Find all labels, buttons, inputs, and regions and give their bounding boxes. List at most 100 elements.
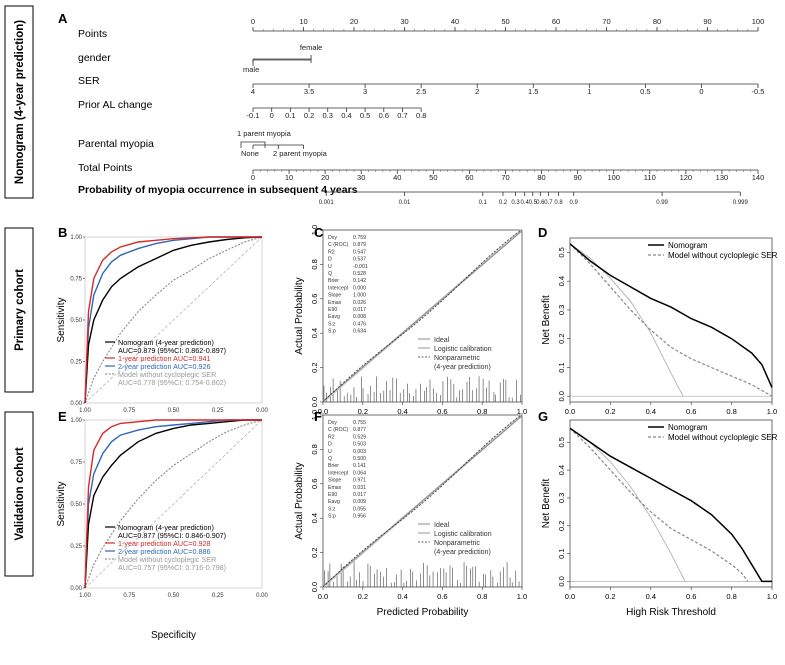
nomogram-tick-label: 0.001: [319, 200, 335, 206]
nomogram-tick-label: 80: [653, 17, 661, 26]
roc-series-line: [84, 236, 262, 404]
nomogram-label-al: Prior AL change: [78, 99, 152, 111]
nomogram-label-ser: SER: [78, 75, 100, 87]
calibration-y-tick-label: 1.0: [310, 225, 319, 235]
calibration-stat-value: 0.476: [353, 321, 366, 327]
roc-y-axis-label: Sensitivity: [56, 481, 67, 526]
calibration-nonparametric-line: [322, 229, 523, 403]
side-label-nomogram-text: Nomogram (4-year prediction): [14, 20, 26, 184]
nomogram-tick-label: 100: [607, 173, 620, 182]
calibration-y-tick-label: 0.0: [310, 397, 319, 407]
calibration-stat-name: U: [328, 264, 332, 270]
calibration-stat-value: 0.142: [353, 278, 366, 284]
calibration-legend-label: Nonparametric: [434, 355, 480, 362]
nomogram-label-gender: gender: [78, 52, 111, 64]
roc-legend-label: Model without cycloplegic SER: [118, 555, 216, 564]
calibration-stat-name: R2: [328, 249, 335, 255]
calibration-y-axis-label: Actual Probability: [294, 462, 305, 539]
panel-letter-f: F: [314, 409, 322, 424]
nomogram-tick-label: 0: [251, 173, 255, 182]
nomogram-tick-label: 0.8: [416, 111, 426, 120]
roc-x-tick-label: 0.00: [256, 593, 268, 599]
dca-legend-label: Nomogram: [668, 423, 708, 432]
dca-plot-area: [569, 237, 773, 403]
roc-x-tick-label: 0.25: [212, 408, 224, 414]
calibration-y-tick-label: 0.2: [310, 362, 319, 372]
nomogram-tick-label: 30: [357, 173, 365, 182]
calibration-y-tick-label: 1.0: [310, 410, 319, 420]
roc-x-tick-label: 0.50: [168, 593, 180, 599]
nomogram-tick-label: 50: [501, 17, 509, 26]
dca-series-line: [569, 427, 686, 582]
dca-x-tick-label: 0.2: [605, 592, 615, 601]
nomogram-gender-bracket: [252, 55, 312, 66]
dca-legend-label: Model without cycloplegic SER: [668, 433, 778, 442]
nomogram-tick-label: 70: [602, 17, 610, 26]
nomogram-tick-label: 10: [299, 17, 307, 26]
dca-legend-label: Nomogram: [668, 241, 708, 250]
nomogram-tick-label: 60: [465, 173, 473, 182]
calibration-stat-value: 0.008: [353, 314, 366, 320]
side-label-validation-text: Validation cohort: [14, 447, 26, 540]
nomogram-tick-label: 90: [573, 173, 581, 182]
nomogram-tick-label: 0.7: [544, 200, 553, 206]
nomogram-tick-label: 1: [587, 87, 591, 96]
nomogram-tick-label: 0.2: [304, 111, 314, 120]
nomogram-label-prob: Probability of myopia occurrence in subs…: [78, 184, 358, 196]
nomogram-tick-label: 50: [429, 173, 437, 182]
nomogram-tick-label: 1.5: [528, 87, 538, 96]
calibration-stat-name: Brier: [328, 278, 339, 284]
dca-y-tick-label: 0.2: [557, 521, 566, 531]
calibration-stat-name: D: [328, 257, 332, 263]
nomogram-tick-label: 0: [251, 17, 255, 26]
dca-y-tick-label: 0.0: [557, 391, 566, 401]
nomogram-tick-label: 0.999: [733, 200, 749, 206]
nomogram-tick-label: None: [241, 149, 259, 158]
roc-y-tick-label: 0.75: [70, 277, 82, 283]
roc-x-tick-label: 0.50: [168, 408, 180, 414]
panel-e-roc-validation: 1.00 0.75 0.50 0.25 0.00 0.00 0.25 0.50 0.75 1.00…: [56, 418, 268, 641]
nomogram-tick-label: -0.1: [247, 111, 260, 120]
nomogram-tick-label: 0.4: [521, 200, 530, 206]
nomogram-tick-label: 100: [752, 17, 765, 26]
nomogram-tick-label: 3.5: [304, 87, 314, 96]
nomogram-tick-label: 0.1: [479, 200, 488, 206]
nomogram-label-points: Points: [78, 28, 107, 40]
dca-x-tick-label: 1.0: [767, 592, 777, 601]
dca-plot-area: [569, 419, 773, 588]
calibration-plot-area: [322, 414, 523, 588]
side-label-primary: Primary cohort: [4, 227, 34, 393]
calibration-stat-name: S:p: [328, 514, 336, 520]
calibration-stat-name: E90: [328, 307, 337, 313]
nomogram-tick-label: 0.5: [529, 200, 538, 206]
roc-y-tick-label: 1.00: [70, 418, 82, 424]
roc-y-tick-label: 0.25: [70, 544, 82, 550]
nomogram-parental-bracket: [240, 141, 266, 148]
calibration-stat-value: 0.009: [353, 499, 366, 505]
calibration-x-tick-label: 0.4: [397, 407, 407, 416]
calibration-stat-name: Intercept: [328, 470, 349, 476]
calibration-x-tick-label: 0.6: [437, 592, 447, 601]
calibration-x-tick-label: 0.8: [477, 407, 487, 416]
dca-series-line: [569, 427, 749, 582]
roc-y-tick-label: 1.00: [70, 235, 82, 241]
dca-x-tick-label: 0.6: [686, 407, 696, 416]
nomogram-tick-label: 2: [475, 87, 479, 96]
calibration-stat-value: 0.877: [353, 427, 366, 433]
roc-y-tick-label: 0.25: [70, 360, 82, 366]
nomogram-tick-label: 3: [363, 87, 367, 96]
calibration-y-tick-label: 0.6: [310, 294, 319, 304]
nomogram-tick-label: 1 parent myopia: [237, 129, 292, 138]
calibration-legend-label: (4-year prediction): [434, 364, 491, 371]
nomogram-label-total: Total Points: [78, 162, 132, 174]
dca-x-tick-label: 1.0: [767, 407, 777, 416]
nomogram-tick-label: 130: [716, 173, 729, 182]
panel-letter-d: D: [538, 225, 547, 240]
nomogram-tick-label: 40: [451, 17, 459, 26]
calibration-stat-value: 0.537: [353, 257, 366, 263]
dca-y-tick-label: 0.5: [557, 247, 566, 257]
calibration-stat-name: Brier: [328, 463, 339, 469]
panel-letter-c: C: [314, 225, 324, 240]
roc-x-tick-label: 0.00: [256, 408, 268, 414]
